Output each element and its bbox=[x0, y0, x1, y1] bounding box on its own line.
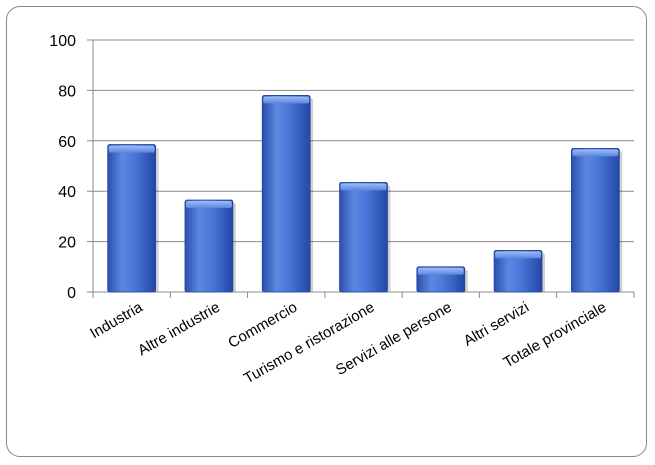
y-tick-label-80: 80 bbox=[58, 83, 76, 100]
x-category-label-5: Altri servizi bbox=[461, 299, 532, 350]
bar-0 bbox=[107, 144, 159, 293]
bar-top-2 bbox=[263, 96, 310, 104]
y-tick-label-60: 60 bbox=[58, 134, 76, 151]
bar-body-3 bbox=[339, 181, 388, 293]
x-category-label-3: Turismo e ristorazione bbox=[241, 299, 378, 388]
bar-top-5 bbox=[495, 251, 542, 259]
bar-1 bbox=[184, 199, 236, 293]
bar-body-6 bbox=[570, 147, 620, 293]
bar-top-0 bbox=[108, 145, 155, 153]
bar-4 bbox=[416, 266, 468, 293]
bar-body-0 bbox=[107, 144, 157, 293]
bar-6 bbox=[570, 147, 623, 293]
y-tick-label-40: 40 bbox=[58, 184, 76, 201]
bar-top-1 bbox=[185, 201, 232, 209]
x-category-label-0: Industria bbox=[87, 298, 146, 342]
y-tick-label-20: 20 bbox=[58, 235, 76, 252]
y-tick-label-100: 100 bbox=[49, 33, 76, 50]
bar-top-6 bbox=[572, 149, 619, 157]
bar-3 bbox=[339, 181, 391, 293]
bar-2 bbox=[261, 95, 314, 293]
bar-top-3 bbox=[340, 183, 387, 191]
x-category-label-1: Altre industrie bbox=[135, 299, 223, 360]
bars bbox=[107, 95, 623, 293]
bar-body-5 bbox=[493, 250, 543, 293]
y-tick-label-0: 0 bbox=[67, 285, 76, 302]
bar-5 bbox=[493, 250, 546, 293]
bar-top-4 bbox=[417, 267, 464, 275]
bar-body-1 bbox=[184, 199, 234, 293]
y-tick-labels: 0 20 40 60 80 100 bbox=[49, 33, 76, 302]
bar-body-2 bbox=[261, 95, 311, 293]
